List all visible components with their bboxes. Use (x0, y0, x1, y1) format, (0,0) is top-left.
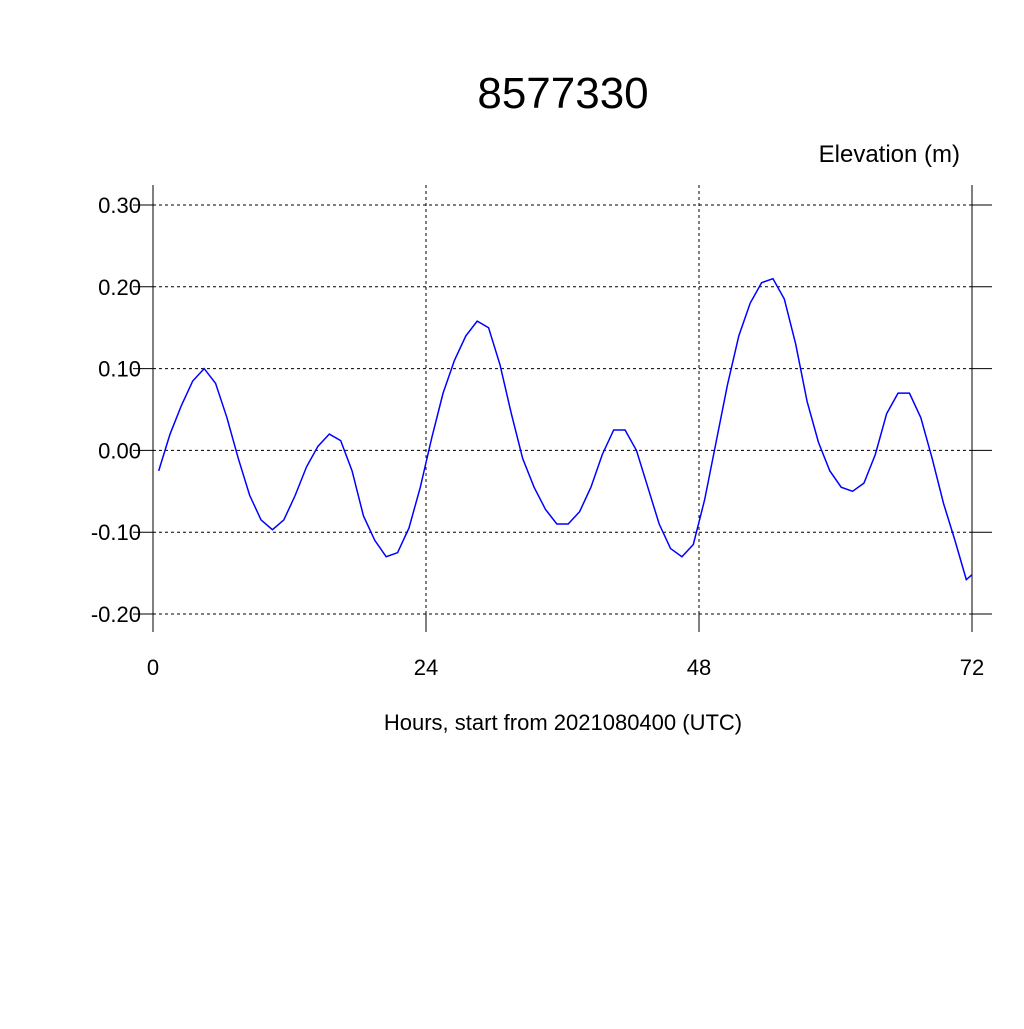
y-axis-label: Elevation (m) (819, 141, 960, 168)
data-line (157, 277, 973, 581)
y-tick-label: -0.10 (91, 520, 141, 545)
x-axis-label: Hours, start from 2021080400 (UTC) (384, 710, 742, 735)
x-tick-label: 72 (960, 655, 984, 680)
x-tick-label: 0 (147, 655, 159, 680)
x-tick-label: 48 (687, 655, 711, 680)
y-tick-label: -0.20 (91, 602, 141, 627)
x-tick-label: 24 (414, 655, 438, 680)
chart-title: 8577330 (477, 69, 648, 118)
